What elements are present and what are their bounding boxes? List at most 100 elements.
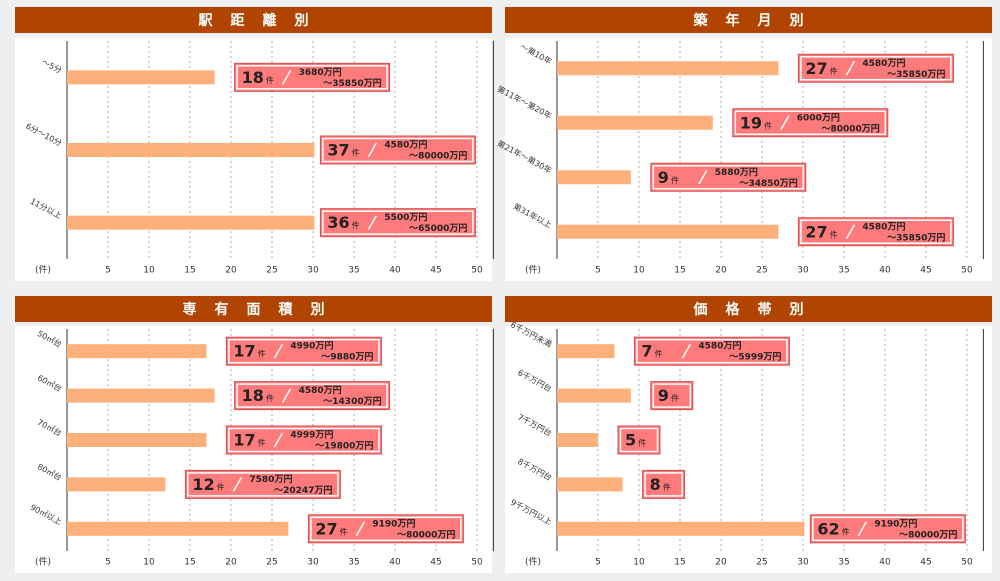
chart-title: 築年月別 <box>693 12 822 29</box>
box-outer <box>225 336 382 366</box>
box-inner <box>236 383 388 408</box>
bar <box>67 521 289 536</box>
slash <box>281 388 292 403</box>
bar-group <box>67 477 166 492</box>
x-tick-label: 30 <box>797 266 809 276</box>
chart-title: 駅距離別 <box>199 12 327 29</box>
slash <box>857 521 868 537</box>
bar <box>557 521 805 536</box>
x-tick-label: 35 <box>838 266 849 276</box>
x-tick-label: 35 <box>838 558 849 568</box>
bar-group <box>557 115 713 130</box>
x-tick-label: 50 <box>471 558 483 568</box>
bar <box>557 388 631 403</box>
x-tick-label: 45 <box>920 558 931 568</box>
price-max: 〜35850万円 <box>887 69 945 80</box>
price-min: 5500万円 <box>384 212 427 223</box>
x-tick-label: 10 <box>143 558 155 568</box>
count-unit: 件 <box>340 526 348 536</box>
box-inner <box>236 65 388 90</box>
bar <box>67 143 315 157</box>
count-unit: 件 <box>352 148 360 158</box>
panel-header <box>505 7 992 33</box>
price-max: 〜80000万円 <box>821 123 879 134</box>
x-tick-label: 50 <box>961 558 973 568</box>
box-outer <box>797 217 954 247</box>
price-min: 5880万円 <box>715 167 758 178</box>
box-outer <box>225 425 382 455</box>
x-tick-label: 50 <box>961 266 973 276</box>
slash <box>367 142 378 158</box>
slash <box>780 115 790 131</box>
slash <box>845 224 856 240</box>
price-max: 〜20247万円 <box>274 485 332 496</box>
box-outer <box>732 108 889 138</box>
price-min: 4580万円 <box>862 58 905 69</box>
x-tick-label: 30 <box>797 558 809 568</box>
panel-header <box>505 296 992 322</box>
box-outer <box>319 135 476 165</box>
x-tick-label: 15 <box>184 558 195 568</box>
box-outer <box>650 162 807 192</box>
x-tick-label: 35 <box>348 558 359 568</box>
bar-group <box>557 61 779 76</box>
count-label: 18 <box>242 68 264 87</box>
bar <box>67 477 166 492</box>
data-label-box: 62 件 9190万円〜80000万円 <box>809 514 966 544</box>
price-min: 4990万円 <box>290 341 333 352</box>
panel-header <box>15 296 492 322</box>
x-tick-label: 40 <box>879 558 891 568</box>
count-label: 12 <box>192 475 214 494</box>
bar-group <box>67 143 315 157</box>
x-tick-label: 25 <box>756 558 767 568</box>
data-label-box: 18 件 3680万円〜35850万円 <box>234 62 391 92</box>
x-tick-label: 40 <box>389 558 401 568</box>
count-unit: 件 <box>830 66 838 76</box>
bar <box>67 344 207 359</box>
bar-group <box>557 477 623 492</box>
data-label-box: 7 件 4580万円〜5999万円 <box>633 336 790 366</box>
bar-group <box>67 433 207 447</box>
price-max: 〜80000万円 <box>397 529 455 540</box>
price-max: 〜34850万円 <box>739 178 797 189</box>
count-label: 19 <box>740 113 762 132</box>
box-outer <box>184 469 341 499</box>
box-outer <box>307 514 464 544</box>
box-outer <box>234 62 391 92</box>
chart-title: 価格帯別 <box>693 301 822 318</box>
count-label: 27 <box>315 519 337 538</box>
x-axis-label: (件) <box>35 264 51 276</box>
slash <box>698 169 708 185</box>
count-unit: 件 <box>830 229 838 239</box>
x-tick-label: 25 <box>266 266 277 276</box>
x-tick-label: 20 <box>225 266 237 276</box>
bar-group <box>557 388 631 403</box>
box-inner <box>812 516 964 542</box>
box-inner <box>636 338 788 364</box>
slash <box>681 343 692 359</box>
slash <box>232 477 243 492</box>
count-label: 27 <box>805 222 827 241</box>
count-unit: 件 <box>671 175 679 185</box>
bar <box>67 433 207 447</box>
x-tick-label: 5 <box>105 558 111 568</box>
data-label-box: 9 件 5880万円〜34850万円 <box>650 162 807 192</box>
price-min: 9190万円 <box>874 518 917 529</box>
box-inner <box>322 210 474 235</box>
count-unit: 件 <box>258 349 266 359</box>
bar-group <box>557 521 805 536</box>
box-outer <box>617 425 661 455</box>
box-outer <box>319 208 476 238</box>
box-inner <box>322 137 474 163</box>
count-unit: 件 <box>217 482 225 492</box>
box-inner <box>652 383 692 408</box>
price-max: 〜19800万円 <box>315 441 373 452</box>
bar <box>557 344 615 359</box>
count-label: 36 <box>327 213 349 232</box>
bar-group <box>67 344 207 359</box>
data-label-box: 27 件 4580万円〜35850万円 <box>797 53 954 83</box>
x-tick-label: 5 <box>105 266 111 276</box>
slash <box>273 432 284 448</box>
